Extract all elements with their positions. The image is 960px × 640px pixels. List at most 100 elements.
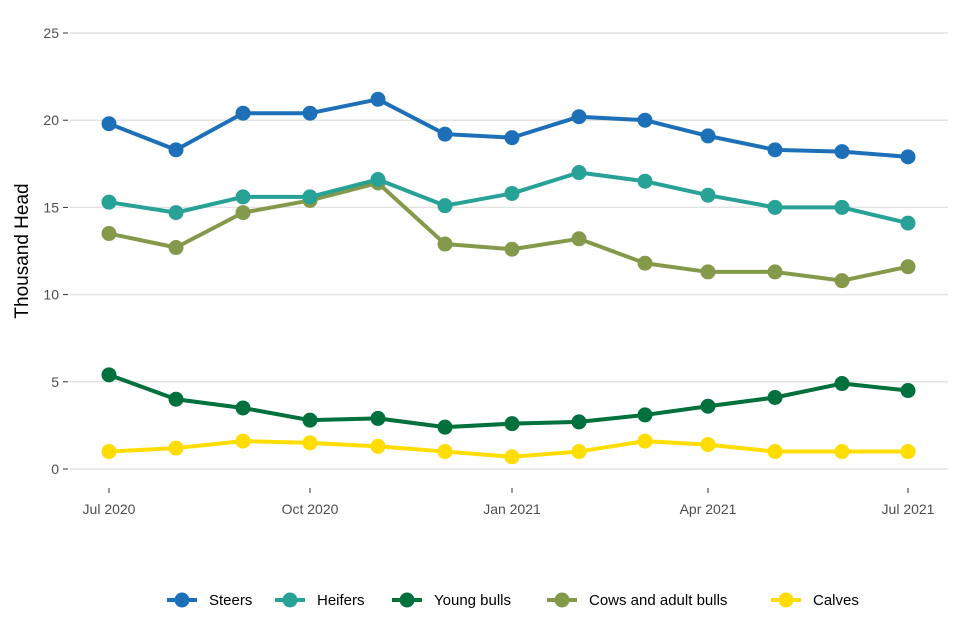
data-point <box>370 410 386 426</box>
y-axis-label: Thousand Head <box>12 183 33 318</box>
legend-label: Calves <box>813 592 859 609</box>
legend-key-point <box>174 592 190 608</box>
y-tick-label: 20 <box>43 112 59 128</box>
data-point <box>437 419 453 435</box>
x-tick-label: Apr 2021 <box>680 501 737 517</box>
data-point <box>834 444 850 460</box>
data-point <box>235 105 251 121</box>
x-tick-label: Jan 2021 <box>483 501 541 517</box>
data-point <box>571 414 587 430</box>
data-point <box>767 389 783 405</box>
x-axis: Jul 2020 Oct 2020 Jan 2021 Apr 2021 Jul 2021 <box>83 488 935 517</box>
legend-key-point <box>554 592 570 608</box>
data-point <box>834 376 850 392</box>
series-calves <box>101 433 916 465</box>
data-point <box>101 444 117 460</box>
data-point <box>437 198 453 214</box>
series-steers <box>101 91 916 165</box>
y-tick-label: 0 <box>51 461 59 477</box>
data-point <box>504 185 520 201</box>
data-point <box>900 149 916 165</box>
data-point <box>168 205 184 221</box>
data-point <box>302 189 318 205</box>
series-heifers <box>101 165 916 231</box>
data-point <box>637 433 653 449</box>
data-point <box>571 231 587 247</box>
data-point <box>834 144 850 160</box>
data-point <box>370 171 386 187</box>
data-point <box>637 112 653 128</box>
series-young-bulls <box>101 367 916 435</box>
data-point <box>235 433 251 449</box>
y-axis: 0 5 10 15 20 25 <box>43 25 68 477</box>
data-point <box>571 109 587 125</box>
data-point <box>637 255 653 271</box>
legend-item: Steers <box>167 592 252 609</box>
data-point <box>168 440 184 456</box>
data-point <box>437 444 453 460</box>
data-point <box>700 398 716 414</box>
data-point <box>370 438 386 454</box>
data-point <box>504 241 520 257</box>
data-point <box>235 189 251 205</box>
gridlines <box>70 32 948 470</box>
data-point <box>101 367 117 383</box>
data-point <box>637 173 653 189</box>
y-tick-label: 5 <box>51 374 59 390</box>
data-point <box>370 91 386 107</box>
legend: Steers Heifers Young bulls Cows and adult b… <box>167 592 859 609</box>
data-point <box>767 264 783 280</box>
data-point <box>168 142 184 158</box>
x-tick-label: Jul 2021 <box>882 501 935 517</box>
data-point <box>302 412 318 428</box>
legend-item: Calves <box>771 592 859 609</box>
y-tick-label: 10 <box>43 287 59 303</box>
data-point <box>900 259 916 275</box>
data-point <box>302 105 318 121</box>
y-tick-label: 25 <box>43 25 59 41</box>
data-point <box>900 215 916 231</box>
x-tick-label: Oct 2020 <box>282 501 339 517</box>
legend-item: Young bulls <box>392 592 511 609</box>
data-point <box>767 199 783 215</box>
data-point <box>571 165 587 181</box>
data-point <box>302 435 318 451</box>
data-point <box>571 444 587 460</box>
data-point <box>637 407 653 423</box>
data-point <box>700 187 716 203</box>
legend-label: Steers <box>209 592 252 609</box>
data-point <box>101 194 117 210</box>
series-lines <box>101 91 916 465</box>
legend-item: Heifers <box>275 592 365 609</box>
data-point <box>235 205 251 221</box>
data-point <box>700 264 716 280</box>
x-tick-label: Jul 2020 <box>83 501 136 517</box>
data-point <box>504 449 520 465</box>
legend-item: Cows and adult bulls <box>547 592 727 609</box>
data-point <box>101 226 117 242</box>
data-point <box>900 383 916 399</box>
data-point <box>767 142 783 158</box>
legend-key-point <box>778 592 794 608</box>
data-point <box>700 437 716 453</box>
series-line <box>108 97 909 159</box>
data-point <box>900 444 916 460</box>
legend-label: Heifers <box>317 592 365 609</box>
series-cows-and-adult-bulls <box>101 175 916 289</box>
data-point <box>437 236 453 252</box>
legend-key-point <box>399 592 415 608</box>
data-point <box>437 126 453 142</box>
data-point <box>700 128 716 144</box>
legend-label: Cows and adult bulls <box>589 592 727 609</box>
data-point <box>168 240 184 256</box>
data-point <box>767 444 783 460</box>
data-point <box>834 273 850 289</box>
data-point <box>168 391 184 407</box>
data-point <box>504 416 520 432</box>
data-point <box>101 116 117 132</box>
data-point <box>834 199 850 215</box>
legend-label: Young bulls <box>434 592 511 609</box>
legend-key-point <box>282 592 298 608</box>
y-tick-label: 15 <box>43 199 59 215</box>
